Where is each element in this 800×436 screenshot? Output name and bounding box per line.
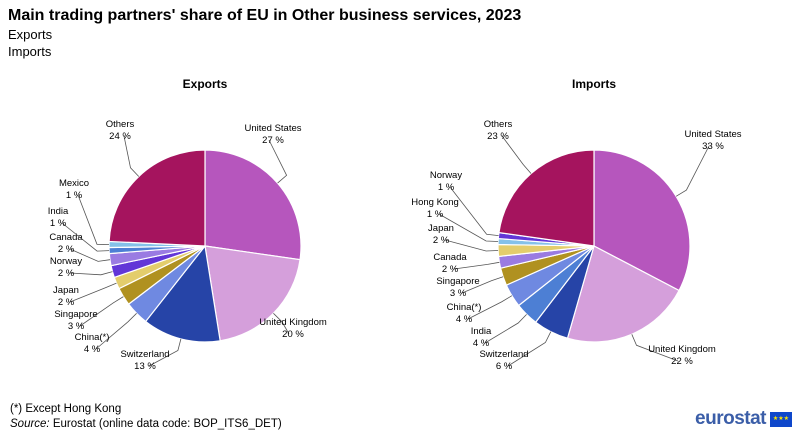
imports-value-united-kingdom: 22 %	[671, 356, 693, 367]
exports-value-united-kingdom: 20 %	[282, 329, 304, 340]
imports-leader-others	[501, 135, 532, 174]
imports-value-china: 4 %	[456, 314, 473, 325]
exports-value-canada: 2 %	[58, 244, 75, 255]
imports-slice-others[interactable]	[498, 149, 595, 247]
exports-label-canada: Canada	[49, 232, 83, 243]
exports-value-china: 4 %	[84, 344, 101, 355]
imports-value-united-states: 33 %	[702, 141, 724, 152]
imports-label-switzerland: Switzerland	[479, 349, 528, 360]
exports-label-united-kingdom: United Kingdom	[259, 317, 327, 328]
imports-leader-hong-kong	[438, 213, 499, 242]
imports-value-others: 23 %	[487, 131, 509, 142]
exports-slice-united-kingdom[interactable]	[204, 245, 301, 342]
imports-leader-india	[484, 314, 527, 344]
imports-value-india: 4 %	[473, 338, 490, 349]
exports-label-norway: Norway	[50, 256, 82, 267]
imports-value-switzerland: 6 %	[496, 361, 513, 372]
imports-label-united-kingdom: United Kingdom	[648, 344, 716, 355]
imports-label-singapore: Singapore	[436, 276, 479, 287]
imports-label-hong-kong: Hong Kong	[411, 197, 459, 208]
exports-value-singapore: 3 %	[68, 321, 85, 332]
exports-label-mexico: Mexico	[59, 178, 89, 189]
imports-leader-united-kingdom	[631, 334, 679, 362]
imports-slice-united-states[interactable]	[593, 149, 691, 292]
exports-leader-india	[61, 222, 110, 252]
imports-leader-canada	[453, 261, 500, 270]
footnote-block: (*) Except Hong Kong Source: Eurostat (o…	[10, 402, 282, 432]
exports-value-japan: 2 %	[58, 297, 75, 308]
exports-label-switzerland: Switzerland	[120, 349, 169, 360]
exports-leader-united-kingdom	[273, 313, 290, 335]
exports-value-switzerland: 13 %	[134, 361, 156, 372]
imports-value-hong-kong: 1 %	[427, 209, 444, 220]
charts-area: Exports United States 27 % United Kingdom 20…	[0, 70, 800, 390]
source-text: Eurostat (online data code: BOP_ITS6_DET…	[52, 418, 282, 430]
exports-value-united-states: 27 %	[262, 135, 284, 146]
exports-value-others: 24 %	[109, 131, 131, 142]
imports-leader-singapore	[461, 276, 504, 294]
imports-slice-united-kingdom[interactable]	[566, 245, 680, 343]
imports-label-others: Others	[484, 119, 513, 130]
exports-label-japan: Japan	[53, 285, 79, 296]
imports-chart-title: Imports	[572, 77, 616, 91]
eu-flag-icon: ★★★	[770, 411, 792, 427]
imports-value-singapore: 3 %	[450, 288, 467, 299]
imports-label-united-states: United States	[684, 129, 741, 140]
exports-chart-title: Exports	[183, 77, 228, 91]
eurostat-logo-text: eurostat	[695, 408, 766, 429]
footnote: (*) Except Hong Kong	[10, 403, 122, 415]
imports-value-canada: 2 %	[442, 264, 459, 275]
imports-value-norway: 1 %	[438, 182, 455, 193]
imports-label-china: China(*)	[447, 302, 482, 313]
exports-value-mexico: 1 %	[66, 190, 83, 201]
chart-header: Main trading partners' share of EU in Ot…	[8, 6, 521, 60]
imports-label-japan: Japan	[428, 223, 454, 234]
imports-leader-japan	[444, 239, 499, 252]
chart-title: Main trading partners' share of EU in Ot…	[8, 7, 522, 24]
exports-label-india: India	[48, 206, 69, 217]
imports-leader-norway	[449, 186, 499, 236]
exports-leader-united-states	[268, 139, 288, 184]
exports-label-china: China(*)	[75, 332, 110, 343]
exports-slice-united-states[interactable]	[204, 149, 302, 261]
exports-leader-mexico	[77, 194, 110, 245]
imports-leader-switzerland	[507, 331, 552, 367]
exports-leader-china	[95, 313, 137, 350]
source-label: Source:	[10, 418, 50, 430]
exports-label-singapore: Singapore	[54, 309, 97, 320]
exports-leader-switzerland	[148, 338, 182, 367]
exports-leader-norway	[69, 271, 113, 276]
eurostat-logo: eurostat ★★★	[695, 408, 792, 430]
exports-leader-japan	[69, 282, 117, 303]
subtitle-exports: Exports	[8, 27, 53, 42]
imports-label-india: India	[471, 326, 492, 337]
imports-value-japan: 2 %	[433, 235, 450, 246]
exports-value-india: 1 %	[50, 218, 67, 229]
exports-leader-singapore	[79, 296, 124, 327]
exports-value-norway: 2 %	[58, 268, 75, 279]
exports-leader-canada	[69, 248, 111, 262]
exports-leader-others	[123, 135, 140, 177]
imports-leader-united-states	[675, 145, 710, 197]
imports-label-norway: Norway	[430, 170, 462, 181]
imports-leader-china	[467, 295, 513, 320]
subtitle-imports: Imports	[8, 44, 52, 59]
imports-label-canada: Canada	[433, 252, 467, 263]
source-line: Source: Eurostat (online data code: BOP_…	[10, 417, 282, 432]
exports-label-others: Others	[106, 119, 135, 130]
exports-slice-others[interactable]	[108, 149, 206, 247]
exports-label-united-states: United States	[244, 123, 301, 134]
